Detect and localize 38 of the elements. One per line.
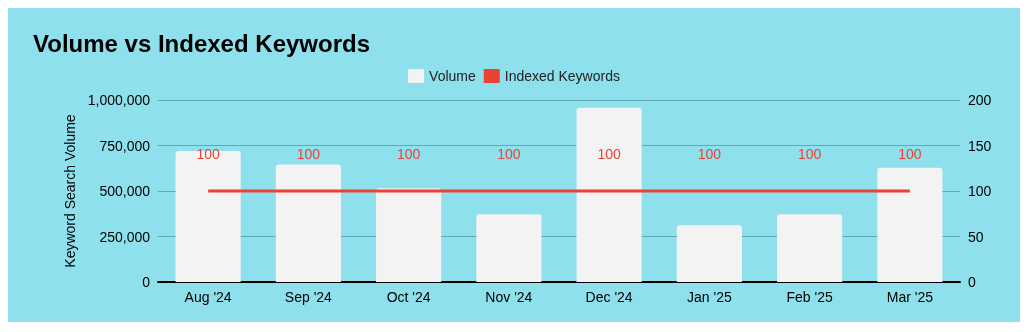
y-tick-label: 500,000 <box>99 183 151 199</box>
y2-tick-label: 50 <box>968 228 984 245</box>
data-label: 100 <box>396 146 421 162</box>
data-label: 100 <box>196 146 221 162</box>
bar <box>777 214 843 282</box>
y-tick-label: 750,000 <box>99 137 151 154</box>
x-tick-label: Sep '24 <box>284 289 333 305</box>
bar <box>877 167 943 282</box>
y2-tick-label: 0 <box>968 274 976 290</box>
data-label: 100 <box>797 146 822 162</box>
y-axis-title: Keyword Search Volume <box>61 114 78 268</box>
x-tick-label: Oct '24 <box>386 289 431 305</box>
bar <box>376 188 442 282</box>
legend-label: Volume <box>429 68 476 84</box>
data-label: 100 <box>697 146 722 162</box>
y2-tick-label: 100 <box>968 183 992 199</box>
x-tick-label: Nov '24 <box>485 289 533 305</box>
data-label: 100 <box>898 146 922 162</box>
bar <box>576 107 642 282</box>
bar <box>676 225 742 282</box>
bar <box>175 150 241 282</box>
y-tick-label: 250,000 <box>99 228 151 245</box>
x-tick-label: Jan '25 <box>687 289 732 305</box>
y-tick-label: 1,000,000 <box>87 92 151 108</box>
data-label: 100 <box>597 146 622 162</box>
bar <box>275 164 341 282</box>
x-tick-label: Feb '25 <box>786 289 833 305</box>
x-tick-label: Mar '25 <box>886 289 934 305</box>
chart-title: Volume vs Indexed Keywords <box>33 29 370 57</box>
legend-label: Indexed Keywords <box>504 68 620 84</box>
bar <box>476 214 542 282</box>
x-tick-label: Aug '24 <box>184 289 232 305</box>
x-tick-label: Dec '24 <box>585 289 633 305</box>
data-label: 100 <box>296 146 321 162</box>
data-label: 100 <box>497 146 521 162</box>
y2-tick-label: 150 <box>968 137 992 154</box>
y-tick-label: 0 <box>142 274 151 290</box>
y2-tick-label: 200 <box>968 92 992 108</box>
